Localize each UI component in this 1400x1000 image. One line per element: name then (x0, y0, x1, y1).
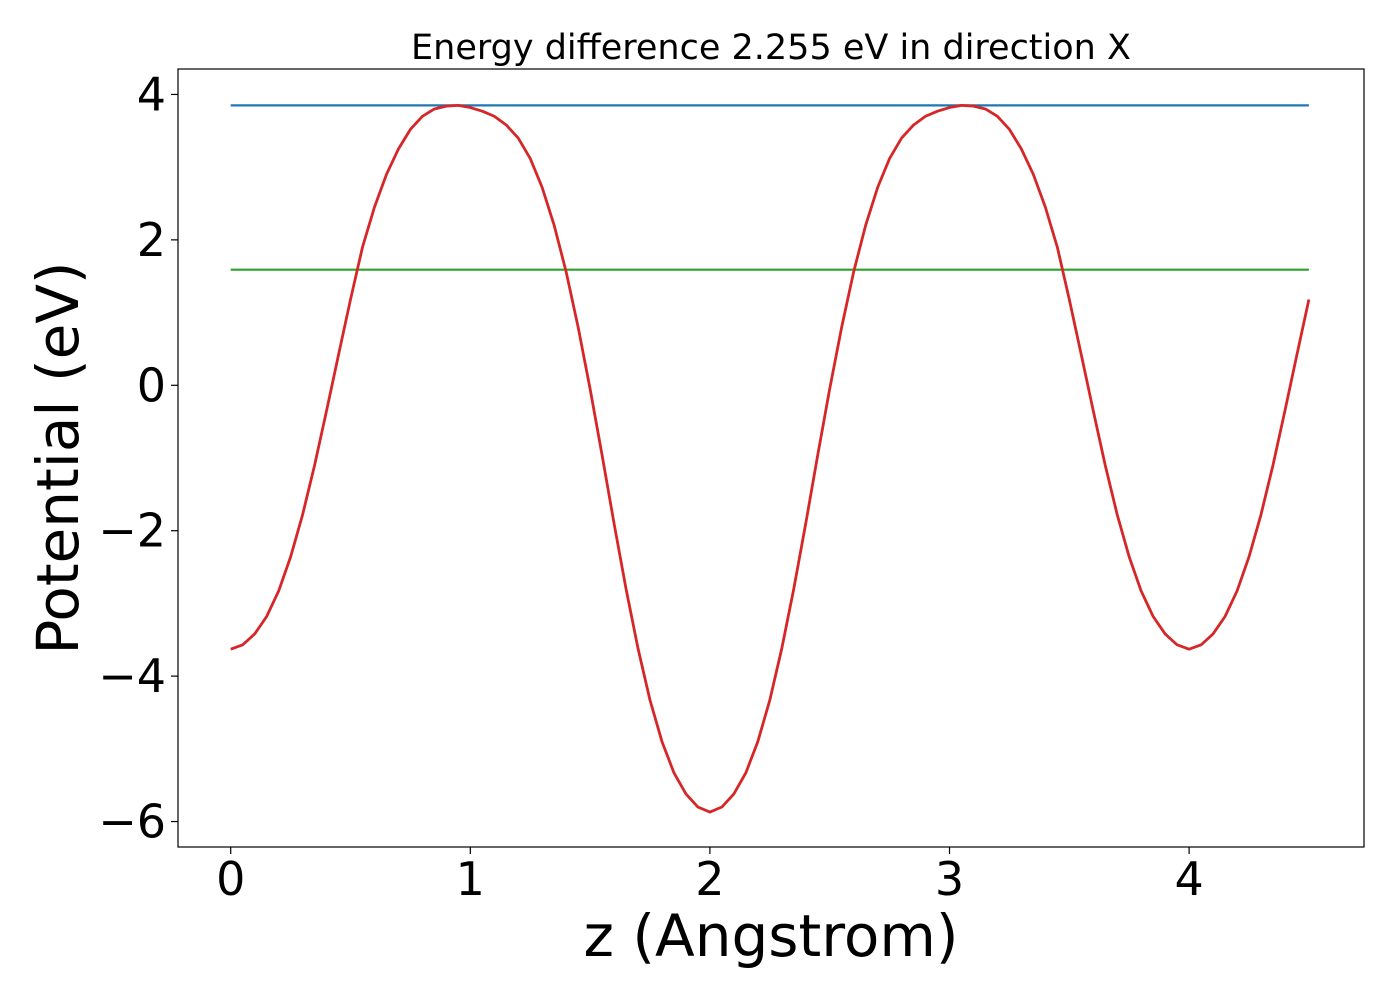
y-axis-label: Potential (eV) (24, 261, 92, 654)
y-axis: −6 −4 −2 0 2 4 (98, 67, 178, 849)
plot-area (177, 68, 1365, 848)
x-tick-label: 0 (216, 852, 245, 906)
series-line-2 (230, 103, 1311, 814)
x-axis-label: z (Angstrom) (584, 902, 959, 970)
series-layer (230, 103, 1311, 814)
chart-title: Energy difference 2.255 eV in direction … (411, 28, 1131, 68)
y-tick-label: −6 (98, 795, 166, 849)
x-tick-label: 4 (1174, 852, 1203, 906)
y-tick-label: 0 (137, 358, 166, 412)
x-tick-label: 3 (935, 852, 964, 906)
y-tick-label: −2 (98, 504, 166, 558)
y-tick-label: −4 (98, 649, 166, 703)
x-axis: 0 1 2 3 4 (216, 847, 1204, 906)
x-tick-label: 2 (695, 852, 724, 906)
x-tick-label: 1 (456, 852, 485, 906)
y-tick-label: 4 (137, 67, 166, 121)
y-tick-label: 2 (137, 213, 166, 267)
